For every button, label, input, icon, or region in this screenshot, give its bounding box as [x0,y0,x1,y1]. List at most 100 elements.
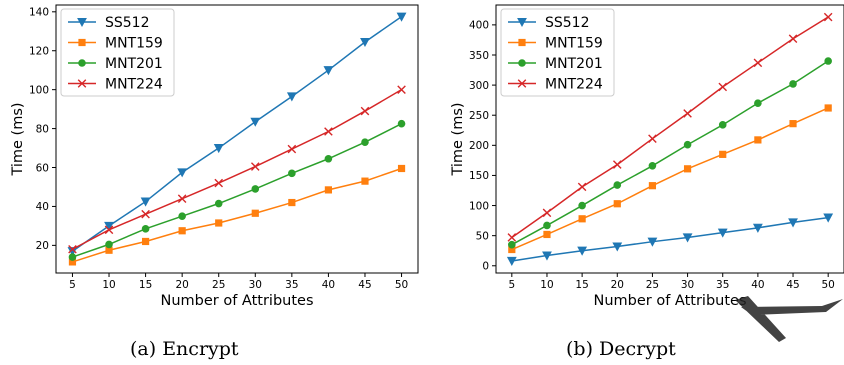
data-point-mnt224 [683,109,692,118]
data-point-ss512 [788,218,798,228]
legend-marker-mnt159 [518,38,526,47]
data-point-mnt159 [613,200,621,208]
series-line-mnt159 [72,167,402,263]
series-line-mnt224 [72,89,402,250]
x-tick-label: 10 [102,279,115,291]
x-tick-label: 35 [285,279,298,291]
data-point-mnt224 [507,233,517,242]
y-tick-label: 100 [29,84,49,96]
data-point-mnt201 [68,253,77,261]
legend-label-mnt224: MNT224 [545,77,603,93]
data-point-mnt224 [753,58,763,68]
data-point-mnt201 [214,199,223,208]
data-point-mnt201 [141,225,150,233]
x-tick-label: 25 [212,279,225,291]
data-point-mnt224 [214,178,224,188]
data-point-mnt201 [718,121,727,129]
plot-frame [495,4,844,274]
data-point-mnt201 [789,80,797,88]
legend-label-mnt159: MNT159 [545,36,603,52]
legend-label-mnt224: MNT224 [105,77,163,93]
data-point-ss512 [360,37,370,48]
y-tick-label: 400 [469,20,489,32]
data-point-mnt224 [360,106,370,116]
data-point-mnt201 [361,138,369,147]
y-tick-label: 100 [469,200,489,212]
legend-label-ss512: SS512 [105,15,150,31]
data-point-mnt224 [823,12,833,22]
data-point-ss512 [823,213,834,223]
y-tick-label: 0 [482,261,489,273]
data-point-mnt159 [824,104,832,112]
y-tick-label: 60 [36,162,49,174]
data-point-mnt224 [612,160,622,169]
data-point-mnt201 [508,240,516,249]
data-point-mnt224 [141,209,150,219]
data-point-mnt224 [542,208,552,218]
plot-frame [55,4,419,274]
y-tick-label: 50 [476,230,489,242]
caption-encrypt: (a) Encrypt [130,338,239,360]
data-point-ss512 [542,251,552,261]
data-point-mnt224 [68,244,77,254]
legend-marker-mnt159 [78,38,86,47]
data-point-ss512 [104,221,114,231]
data-point-ss512 [396,12,407,22]
x-axis-label: Number of Attributes [593,293,746,309]
data-point-ss512 [140,197,151,207]
data-point-ss512 [250,117,261,127]
legend-marker-mnt224 [77,79,87,88]
data-point-mnt159 [789,120,797,128]
legend-label-ss512: SS512 [545,15,590,31]
y-tick-label: 40 [36,201,49,213]
data-point-ss512 [506,256,517,266]
y-tick-label: 350 [469,50,489,62]
y-tick-label: 250 [469,110,489,122]
x-tick-label: 20 [175,279,188,291]
data-point-ss512 [286,92,297,102]
series-line-mnt159 [511,107,829,251]
data-point-mnt224 [577,182,587,192]
data-point-mnt201 [648,162,657,170]
data-point-ss512 [752,223,763,233]
x-tick-label: 35 [716,279,729,291]
series-line-ss512 [72,16,402,252]
y-axis-label: Time (ms) [10,102,26,176]
caption-decrypt: (b) Decrypt [566,338,676,360]
data-point-mnt201 [178,212,186,220]
legend-box [500,8,615,97]
data-point-mnt201 [105,240,113,249]
data-point-mnt201 [543,221,551,230]
data-point-ss512 [323,66,334,76]
series-line-mnt201 [72,123,402,258]
y-tick-label: 300 [469,80,489,92]
data-point-mnt159 [683,165,692,173]
data-point-mnt159 [215,219,223,227]
data-point-mnt224 [250,162,260,171]
data-point-mnt224 [104,225,114,235]
x-tick-label: 5 [508,279,515,291]
data-point-mnt159 [719,150,727,158]
x-tick-label: 25 [646,279,659,291]
y-tick-label: 140 [29,7,49,19]
data-point-mnt159 [754,136,762,144]
data-point-mnt201 [613,181,622,189]
data-point-mnt159 [288,198,296,207]
legend-marker-mnt224 [517,79,527,88]
data-point-mnt224 [287,144,297,154]
x-tick-label: 40 [322,279,335,291]
chart-encrypt: 5 10 15 20 25 30 35 40 45 50 20 40 60 80 100 120 140 Numb… [10,4,419,309]
x-tick-label: 40 [751,279,764,291]
watermark-decoration [735,296,843,342]
series-line-ss512 [511,216,829,262]
data-point-mnt159 [324,186,333,194]
data-point-mnt159 [543,230,551,239]
data-point-mnt159 [397,164,406,173]
data-point-mnt159 [578,215,586,223]
legend-marker-ss512 [517,17,527,28]
data-point-mnt159 [648,182,657,190]
data-point-mnt224 [718,82,728,92]
data-point-mnt159 [105,246,113,254]
x-tick-label: 10 [540,279,553,291]
